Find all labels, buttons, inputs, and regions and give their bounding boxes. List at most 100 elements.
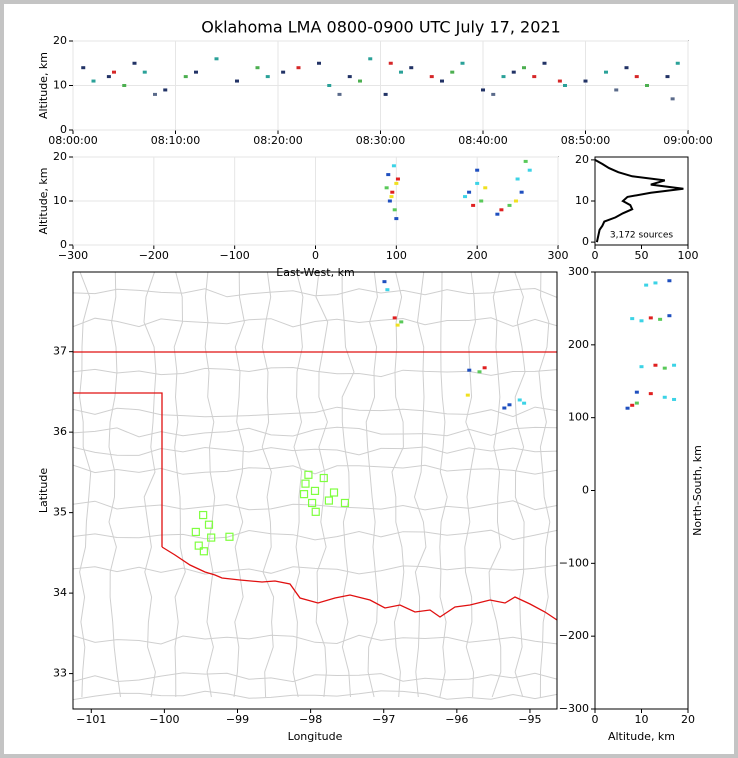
source xyxy=(475,181,480,185)
source xyxy=(557,79,562,83)
y-axis-label: North-South, km xyxy=(691,445,704,536)
x-tick-label: −100 xyxy=(149,713,179,726)
county-line xyxy=(143,272,157,698)
source xyxy=(399,70,403,74)
station xyxy=(329,488,339,497)
station xyxy=(301,479,310,488)
source xyxy=(347,75,352,79)
source xyxy=(477,370,482,374)
x-tick-label: 08:40:00 xyxy=(458,134,507,147)
source xyxy=(465,393,470,397)
source xyxy=(395,177,400,181)
source xyxy=(522,66,526,70)
source xyxy=(475,168,480,172)
source xyxy=(624,66,629,70)
source xyxy=(392,208,397,212)
y-tick-label: 0 xyxy=(582,235,589,248)
source xyxy=(391,164,396,168)
station xyxy=(340,498,350,508)
station xyxy=(199,547,208,556)
figure-title: Oklahoma LMA 0800-0900 UTC July 17, 2021 xyxy=(201,18,560,37)
x-tick-label: 100 xyxy=(386,249,407,262)
x-tick-label: 300 xyxy=(548,249,569,262)
y-tick-label: 10 xyxy=(575,194,589,207)
source xyxy=(389,195,394,199)
source xyxy=(502,406,507,410)
source xyxy=(653,281,658,285)
x-tick-label: −200 xyxy=(139,249,169,262)
source xyxy=(495,212,500,216)
source xyxy=(507,203,512,207)
y-tick-label: 20 xyxy=(53,34,67,47)
source xyxy=(132,61,137,65)
source xyxy=(142,70,147,74)
source xyxy=(645,84,649,87)
x-tick-label: 08:20:00 xyxy=(253,134,302,147)
source xyxy=(532,75,537,79)
y-tick-label: 0 xyxy=(60,238,67,251)
source xyxy=(394,181,399,185)
source xyxy=(481,88,485,92)
source xyxy=(630,317,635,321)
source xyxy=(463,195,468,199)
source xyxy=(501,75,506,79)
red-river-border xyxy=(161,546,557,621)
map-background xyxy=(73,272,557,701)
y-tick-label: 33 xyxy=(53,667,67,680)
source xyxy=(91,79,96,83)
county-line xyxy=(292,272,304,698)
y-axis-label: Latitude xyxy=(37,468,50,514)
x-tick-label: 08:50:00 xyxy=(561,134,610,147)
y-tick-label: 37 xyxy=(53,345,67,358)
station xyxy=(225,532,234,541)
source xyxy=(390,190,395,194)
annotation: 3,172 sources xyxy=(610,231,674,241)
county-line xyxy=(341,272,355,698)
source xyxy=(395,323,400,327)
source xyxy=(387,199,392,203)
x-tick-label: 0 xyxy=(312,249,319,262)
station xyxy=(324,496,333,505)
x-tick-label: 09:00:00 xyxy=(663,134,712,147)
y-axis-label: Altitude, km xyxy=(37,52,50,119)
source xyxy=(670,97,675,101)
y-tick-label: 35 xyxy=(53,506,67,519)
x-tick-label: 20 xyxy=(681,713,695,726)
source xyxy=(634,401,639,405)
histogram-line xyxy=(594,159,684,243)
county-line xyxy=(73,446,557,456)
source xyxy=(394,217,399,221)
y-tick-label: 200 xyxy=(568,338,589,351)
state-borders xyxy=(73,351,557,621)
county-line xyxy=(173,272,186,698)
y-tick-label: 36 xyxy=(53,425,67,438)
source xyxy=(667,279,672,283)
x-tick-label: −101 xyxy=(76,713,106,726)
source xyxy=(639,365,644,369)
source xyxy=(625,406,630,410)
source xyxy=(460,61,465,65)
source xyxy=(429,75,434,79)
y-tick-label: −200 xyxy=(559,629,589,642)
source xyxy=(265,75,270,79)
x-tick-label: −100 xyxy=(220,249,250,262)
source xyxy=(614,88,619,92)
y-tick-label: 300 xyxy=(568,265,589,278)
x-tick-label: 10 xyxy=(635,713,649,726)
source xyxy=(235,79,239,83)
station xyxy=(207,533,216,542)
source xyxy=(317,61,321,65)
source xyxy=(482,366,487,370)
x-axis-label: Altitude, km xyxy=(608,730,675,743)
source xyxy=(672,397,677,401)
x-tick-label: −300 xyxy=(58,249,88,262)
y-tick-label: 10 xyxy=(53,79,67,92)
y-tick-label: 20 xyxy=(53,150,67,163)
source xyxy=(665,75,670,79)
source xyxy=(327,84,332,87)
county-line xyxy=(204,272,216,698)
source xyxy=(337,92,342,96)
y-tick-label: 34 xyxy=(53,586,67,599)
